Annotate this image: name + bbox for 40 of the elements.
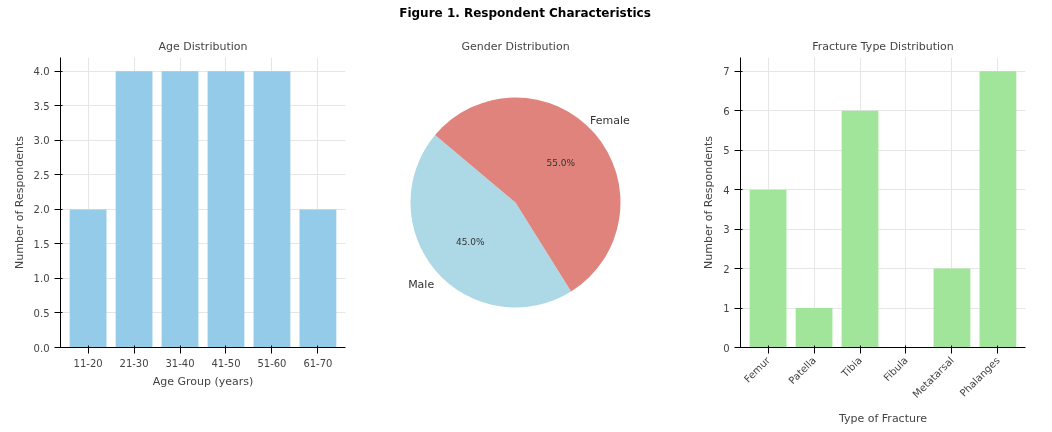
chart-title: Age Distribution: [158, 39, 248, 53]
y-tick-label: 0: [723, 342, 730, 354]
y-tick-label: 2.5: [33, 169, 50, 181]
y-tick-label: 2: [723, 263, 730, 275]
bar: [933, 268, 971, 348]
y-tick-label: 2.0: [33, 204, 50, 216]
x-axis-title: Type of Fracture: [837, 411, 928, 425]
slice-label: Male: [408, 278, 435, 292]
bar: [979, 71, 1017, 348]
x-tick-label: 41-50: [211, 357, 241, 369]
x-tick-label: 31-40: [165, 357, 195, 369]
y-tick-label: 4: [723, 184, 730, 196]
x-axis-title: Age Group (years): [152, 374, 254, 388]
y-tick-label: 1.0: [33, 273, 50, 285]
y-tick-label: 3.5: [33, 100, 50, 112]
y-tick-label: 6: [723, 105, 730, 117]
chart-title: Gender Distribution: [461, 39, 570, 53]
caption: Figure 1. Respondent Characteristics: [399, 5, 651, 22]
y-axis-title: Number of Respondents: [12, 135, 26, 269]
chart-title: Fracture Type Distribution: [812, 39, 954, 53]
y-tick-label: 3: [723, 224, 730, 236]
y-tick-label: 0.0: [33, 342, 50, 354]
data-label: 45.0%: [455, 236, 485, 247]
y-tick-label: 1.5: [33, 238, 50, 250]
x-tick-label: 61-70: [303, 357, 333, 369]
x-tick-label: 51-60: [257, 357, 287, 369]
y-axis-title: Number of Respondents: [702, 135, 716, 269]
y-tick-label: 3.0: [33, 135, 50, 147]
y-tick-label: 4.0: [33, 66, 50, 78]
y-tick-label: 5: [723, 145, 730, 157]
bar: [841, 110, 879, 348]
data-label: 55.0%: [546, 158, 576, 169]
bar: [795, 308, 833, 348]
y-tick-label: 1: [723, 303, 730, 315]
slice-label: Female: [589, 113, 630, 127]
bar: [749, 189, 787, 348]
x-tick-label: 11-20: [73, 357, 103, 369]
y-tick-label: 0.5: [33, 307, 50, 319]
y-tick-label: 7: [723, 66, 730, 78]
x-tick-label: 21-30: [119, 357, 149, 369]
